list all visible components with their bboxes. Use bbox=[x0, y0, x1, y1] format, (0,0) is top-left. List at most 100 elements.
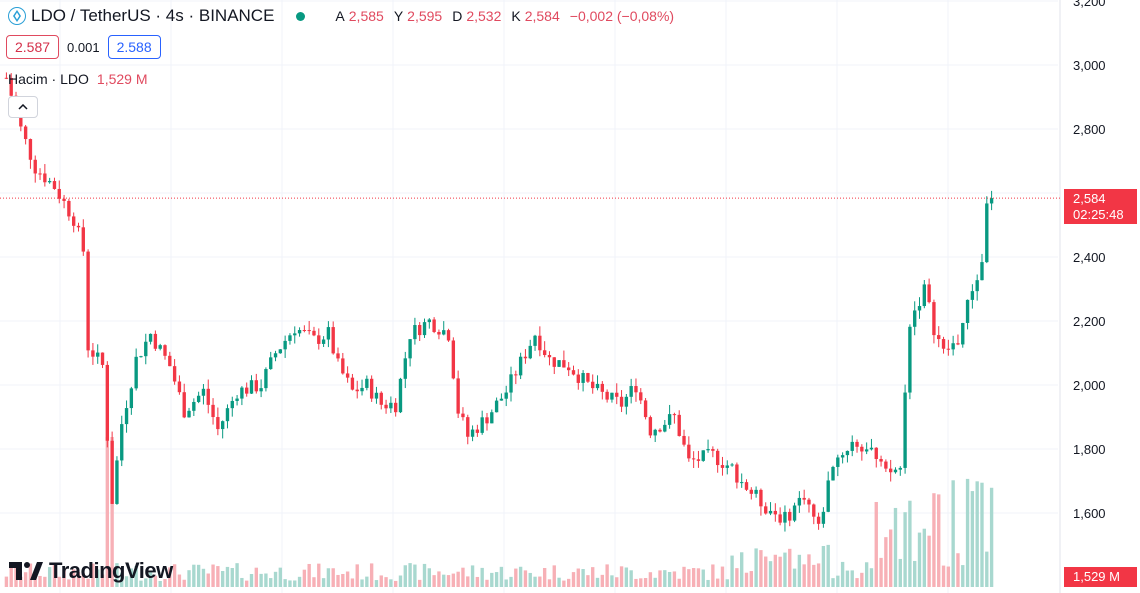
volume-bar bbox=[336, 574, 340, 587]
candle-body bbox=[711, 449, 715, 451]
candle-body bbox=[283, 340, 287, 350]
volume-bar bbox=[567, 578, 571, 587]
candle-body bbox=[663, 424, 667, 432]
collapse-legend-button[interactable] bbox=[8, 96, 38, 118]
volume-bar bbox=[129, 568, 134, 587]
volume-bar bbox=[350, 578, 355, 587]
candle-body bbox=[941, 339, 946, 349]
candle-body bbox=[144, 341, 148, 357]
volume-bar bbox=[937, 494, 941, 587]
candle-body bbox=[389, 402, 393, 409]
ldo-logo-icon bbox=[8, 7, 26, 25]
volume-bar bbox=[874, 501, 878, 587]
candle-body bbox=[730, 464, 734, 466]
candle-body bbox=[706, 449, 710, 451]
buy-button[interactable]: 2.588 bbox=[107, 35, 161, 59]
candle-body bbox=[696, 459, 701, 461]
volume-bar bbox=[927, 535, 931, 587]
candle-body bbox=[341, 358, 345, 374]
tradingview-logo[interactable]: TradingView bbox=[9, 558, 173, 584]
volume-bar bbox=[456, 571, 460, 587]
candle-body bbox=[562, 360, 566, 368]
volume-bar bbox=[235, 563, 239, 587]
volume-bar bbox=[264, 573, 268, 587]
change-value: −0,002 (−0,08%) bbox=[569, 8, 675, 24]
candle-body bbox=[148, 333, 153, 342]
volume-bar bbox=[715, 578, 720, 587]
candle-body bbox=[816, 516, 821, 524]
volume-bar bbox=[379, 575, 383, 587]
sell-button[interactable]: 2.587 bbox=[6, 35, 60, 59]
volume-bar bbox=[989, 487, 994, 587]
candle-body bbox=[884, 461, 888, 469]
candle-body bbox=[691, 458, 696, 460]
volume-bar bbox=[293, 580, 297, 587]
volume-bar bbox=[341, 573, 345, 587]
candle-body bbox=[269, 357, 273, 370]
chevron-up-icon bbox=[18, 104, 28, 110]
volume-bar bbox=[86, 578, 90, 587]
volume-bar bbox=[840, 561, 845, 587]
volume-bar bbox=[81, 573, 85, 587]
volume-bar bbox=[643, 578, 648, 587]
candle-body bbox=[466, 417, 470, 437]
tradingview-mark-icon bbox=[9, 562, 43, 580]
volume-bar bbox=[836, 575, 840, 587]
candle-body bbox=[735, 464, 739, 483]
volume-bar bbox=[528, 572, 532, 587]
candle-body bbox=[624, 396, 629, 407]
volume-bar bbox=[735, 568, 739, 587]
last-volume-tag: 1,529 M bbox=[1064, 567, 1137, 587]
volume-bar bbox=[595, 577, 600, 587]
volume-bar bbox=[432, 575, 436, 587]
candle-body bbox=[879, 459, 883, 462]
candle-body bbox=[634, 386, 638, 393]
volume-bar bbox=[831, 578, 835, 587]
volume-bar bbox=[634, 578, 638, 587]
candle-body bbox=[336, 353, 340, 359]
volume-bar bbox=[951, 480, 955, 587]
volume-bar bbox=[470, 565, 475, 587]
y-tick-label: 2,000 bbox=[1073, 378, 1106, 393]
volume-bar bbox=[115, 563, 119, 587]
candle-body bbox=[749, 489, 753, 494]
volume-bar bbox=[648, 572, 653, 587]
volume-bar bbox=[807, 554, 811, 587]
candle-body bbox=[360, 387, 364, 392]
candle-body bbox=[744, 482, 749, 490]
candle-body bbox=[139, 356, 143, 358]
volume-bar bbox=[466, 576, 470, 587]
volume-bar bbox=[153, 575, 158, 587]
market-status-icon bbox=[296, 11, 306, 21]
volume-bar bbox=[504, 579, 508, 587]
volume-bar bbox=[509, 576, 513, 587]
candle-body bbox=[23, 126, 28, 140]
volume-bar bbox=[499, 566, 504, 587]
volume-bar bbox=[860, 572, 864, 587]
volume-bar bbox=[826, 544, 830, 587]
tradingview-wordmark: TradingView bbox=[49, 558, 173, 583]
volume-bar bbox=[879, 557, 883, 587]
candle-body bbox=[821, 511, 826, 524]
volume-bar bbox=[725, 579, 729, 587]
volume-bar bbox=[182, 579, 186, 587]
candle-body bbox=[836, 457, 840, 467]
y-tick-label: 1,600 bbox=[1073, 506, 1106, 521]
candle-body bbox=[908, 326, 912, 393]
high-key: Y bbox=[393, 8, 404, 24]
volume-bar bbox=[19, 576, 23, 587]
candle-body bbox=[754, 489, 758, 494]
candle-body bbox=[235, 398, 239, 401]
symbol-title[interactable]: LDO / TetherUS · 4s · BINANCE bbox=[31, 6, 275, 25]
candle-body bbox=[384, 404, 388, 409]
candle-body bbox=[317, 335, 321, 344]
volume-bar bbox=[773, 554, 778, 587]
candle-body bbox=[134, 356, 138, 389]
volume-bar bbox=[533, 576, 537, 587]
volume-bar bbox=[629, 570, 633, 587]
volume-bar bbox=[956, 553, 960, 587]
candle-body bbox=[552, 357, 556, 367]
candle-body bbox=[807, 499, 811, 505]
candle-body bbox=[970, 291, 975, 300]
